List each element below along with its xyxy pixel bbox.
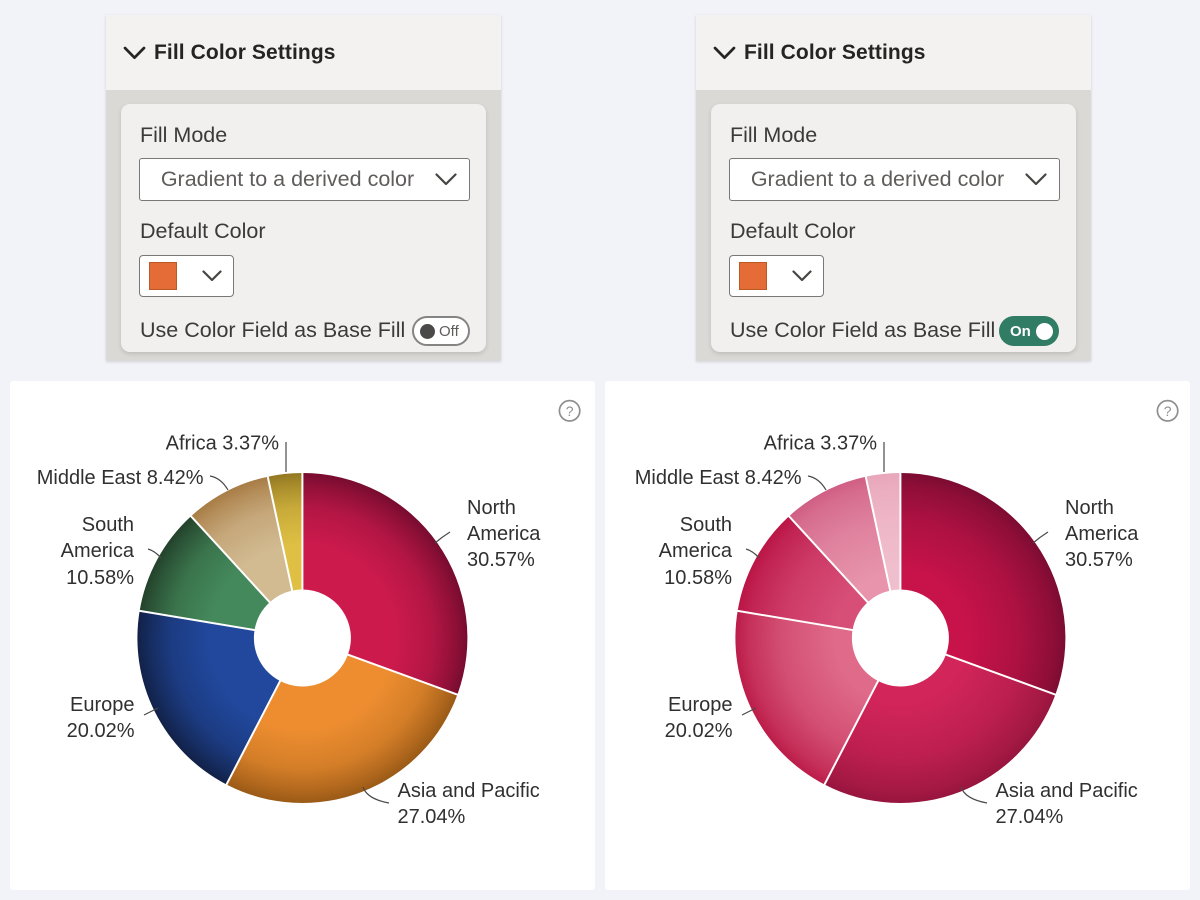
svg-text:America: America <box>659 540 733 562</box>
svg-text:27.04%: 27.04% <box>996 806 1064 828</box>
svg-text:30.57%: 30.57% <box>467 549 535 571</box>
svg-text:Middle East 8.42%: Middle East 8.42% <box>37 467 204 489</box>
svg-text:America: America <box>1065 523 1139 545</box>
svg-text:South: South <box>82 514 134 536</box>
svg-text:North: North <box>1065 497 1114 519</box>
svg-text:America: America <box>61 540 135 562</box>
svg-text:?: ? <box>566 403 574 419</box>
svg-text:Asia and Pacific: Asia and Pacific <box>996 780 1138 802</box>
svg-text:20.02%: 20.02% <box>67 720 135 742</box>
svg-text:Africa 3.37%: Africa 3.37% <box>166 433 280 455</box>
svg-text:South: South <box>680 514 732 536</box>
svg-text:North: North <box>467 497 516 519</box>
svg-text:Europe: Europe <box>668 694 733 716</box>
svg-text:Africa 3.37%: Africa 3.37% <box>764 433 878 455</box>
svg-text:Europe: Europe <box>70 694 135 716</box>
svg-text:10.58%: 10.58% <box>66 567 134 589</box>
svg-text:Asia and Pacific: Asia and Pacific <box>398 780 540 802</box>
svg-text:20.02%: 20.02% <box>665 720 733 742</box>
svg-text:30.57%: 30.57% <box>1065 549 1133 571</box>
svg-text:27.04%: 27.04% <box>398 806 466 828</box>
svg-text:Middle East 8.42%: Middle East 8.42% <box>635 467 802 489</box>
svg-text:?: ? <box>1164 403 1172 419</box>
svg-text:America: America <box>467 523 541 545</box>
svg-text:10.58%: 10.58% <box>664 567 732 589</box>
